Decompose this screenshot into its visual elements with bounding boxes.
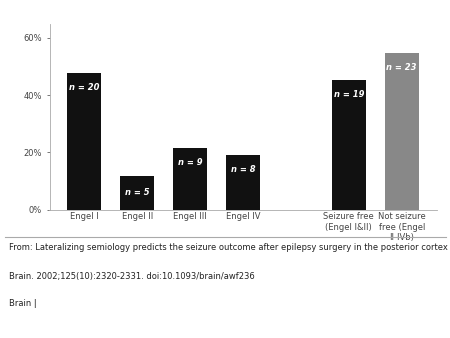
Text: n = 8: n = 8 <box>231 165 255 174</box>
Text: n = 23: n = 23 <box>387 63 417 72</box>
Text: n = 20: n = 20 <box>69 83 99 92</box>
Bar <box>120 175 154 210</box>
Text: From: Lateralizing semiology predicts the seizure outcome after epilepsy surgery: From: Lateralizing semiology predicts th… <box>9 243 448 252</box>
Bar <box>332 80 366 210</box>
Text: Brain. 2002;125(10):2320-2331. doi:10.1093/brain/awf236: Brain. 2002;125(10):2320-2331. doi:10.10… <box>9 272 255 281</box>
Bar <box>173 148 207 210</box>
Text: n = 19: n = 19 <box>333 90 364 99</box>
Text: Brain |: Brain | <box>9 299 37 308</box>
Bar <box>384 53 419 210</box>
Text: n = 5: n = 5 <box>125 188 149 197</box>
Bar <box>226 155 260 210</box>
Bar <box>67 73 102 210</box>
Text: n = 9: n = 9 <box>178 158 202 167</box>
